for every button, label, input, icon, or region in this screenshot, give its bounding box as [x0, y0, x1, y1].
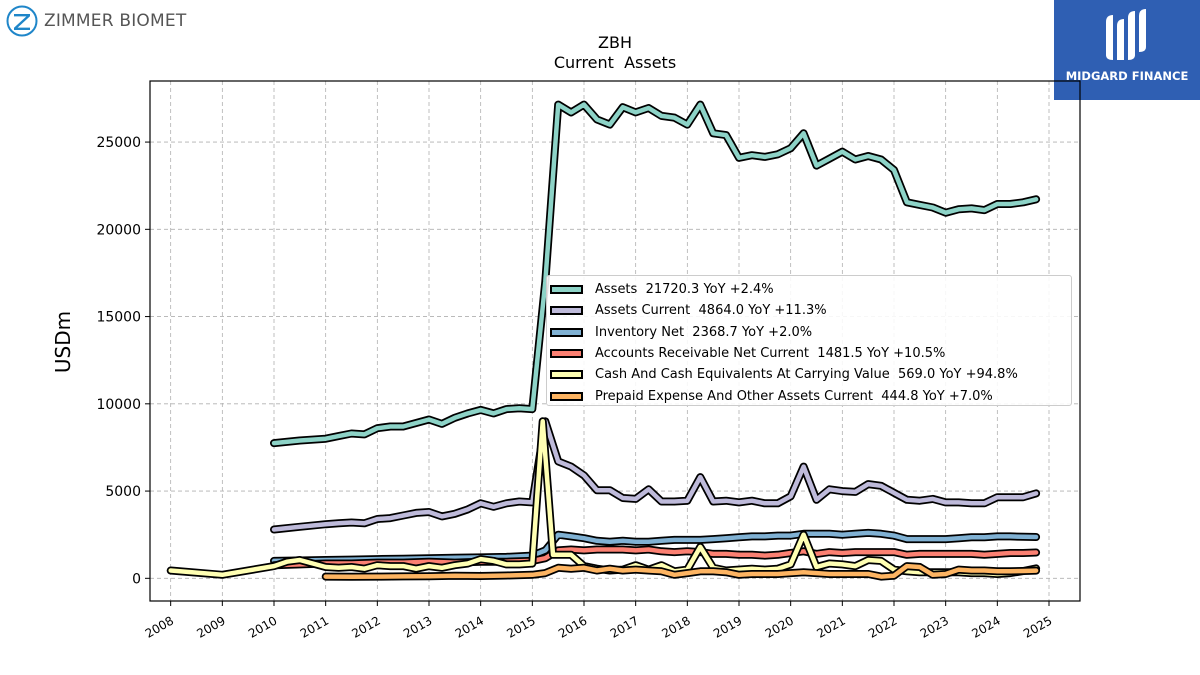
- x-tick-label: 2025: [1021, 613, 1054, 640]
- chart-subtitle: Current Assets: [554, 53, 676, 72]
- legend-item: Assets Current 4864.0 YoY +11.3%: [547, 300, 1071, 321]
- legend-label: Assets Current 4864.0 YoY +11.3%: [595, 303, 827, 319]
- x-tick-label: 2014: [453, 613, 486, 640]
- x-tick-label: 2009: [194, 613, 227, 640]
- brand-name: ZIMMER BIOMET: [44, 11, 187, 31]
- series-path: [271, 419, 1039, 532]
- legend-item: Inventory Net 2368.7 YoY +2.0%: [547, 322, 1071, 343]
- legend-swatch: [550, 306, 583, 316]
- y-tick-label: 10000: [96, 397, 141, 413]
- legend-swatch: [550, 349, 583, 359]
- series-line-5: [321, 562, 1041, 581]
- y-tick-label: 0: [132, 571, 141, 587]
- legend-label: Inventory Net 2368.7 YoY +2.0%: [595, 324, 813, 340]
- legend-item: Cash And Cash Equivalents At Carrying Va…: [547, 364, 1071, 385]
- x-tick-label: 2023: [918, 613, 951, 640]
- y-tick-label: 15000: [96, 310, 141, 326]
- x-tick-label: 2018: [659, 613, 692, 640]
- x-tick-label: 2012: [349, 613, 382, 640]
- series-line-0: [270, 100, 1041, 448]
- legend-item: Prepaid Expense And Other Assets Current…: [547, 385, 1071, 406]
- x-tick-label: 2020: [763, 613, 796, 640]
- y-tick-label: 5000: [105, 484, 141, 500]
- legend-swatch: [550, 285, 583, 295]
- midgard-finance-wordmark: MIDGARD FINANCE: [1065, 69, 1189, 83]
- legend-swatch: [550, 391, 583, 401]
- plot-frame: [149, 80, 1081, 602]
- x-tick-label: 2010: [246, 613, 279, 640]
- y-tick-label: 25000: [96, 135, 141, 151]
- x-tick-label: 2016: [556, 613, 589, 640]
- y-axis-label: USDm: [51, 311, 75, 373]
- legend-label: Accounts Receivable Net Current 1481.5 Y…: [595, 346, 946, 362]
- legend: Assets 21720.3 YoY +2.4% Assets Current 4…: [546, 275, 1072, 406]
- midgard-finance-logo-icon: [1106, 9, 1146, 60]
- x-tick-label: 2021: [814, 613, 847, 640]
- x-tick-label: 2013: [401, 613, 434, 640]
- series-line-1: [270, 417, 1041, 534]
- midgard-finance-badge: MIDGARD FINANCE: [1054, 0, 1200, 100]
- legend-item: Accounts Receivable Net Current 1481.5 Y…: [547, 343, 1071, 364]
- y-tick-label: 20000: [96, 222, 141, 238]
- legend-label: Prepaid Expense And Other Assets Current…: [595, 388, 993, 404]
- legend-swatch: [550, 327, 583, 337]
- x-tick-label: 2011: [298, 613, 331, 640]
- x-tick-label: 2024: [969, 613, 1002, 640]
- legend-label: Cash And Cash Equivalents At Carrying Va…: [595, 367, 1018, 383]
- series-path: [271, 102, 1039, 446]
- legend-label: Assets 21720.3 YoY +2.4%: [595, 282, 774, 298]
- legend-swatch: [550, 370, 583, 380]
- series-path: [323, 563, 1039, 579]
- series-outline: [270, 417, 1041, 534]
- x-tick-label: 2022: [866, 613, 899, 640]
- x-tick-label: 2015: [504, 613, 537, 640]
- x-tick-label: 2019: [711, 613, 744, 640]
- chart-title: ZBH: [598, 33, 632, 52]
- brand: ZIMMER BIOMET: [6, 5, 186, 37]
- zimmer-biomet-logo-icon: [6, 5, 38, 37]
- x-tick-label: 2008: [143, 613, 176, 640]
- series-lines: [166, 100, 1041, 581]
- x-tick-label: 2017: [608, 613, 641, 640]
- legend-item: Assets 21720.3 YoY +2.4%: [547, 279, 1071, 300]
